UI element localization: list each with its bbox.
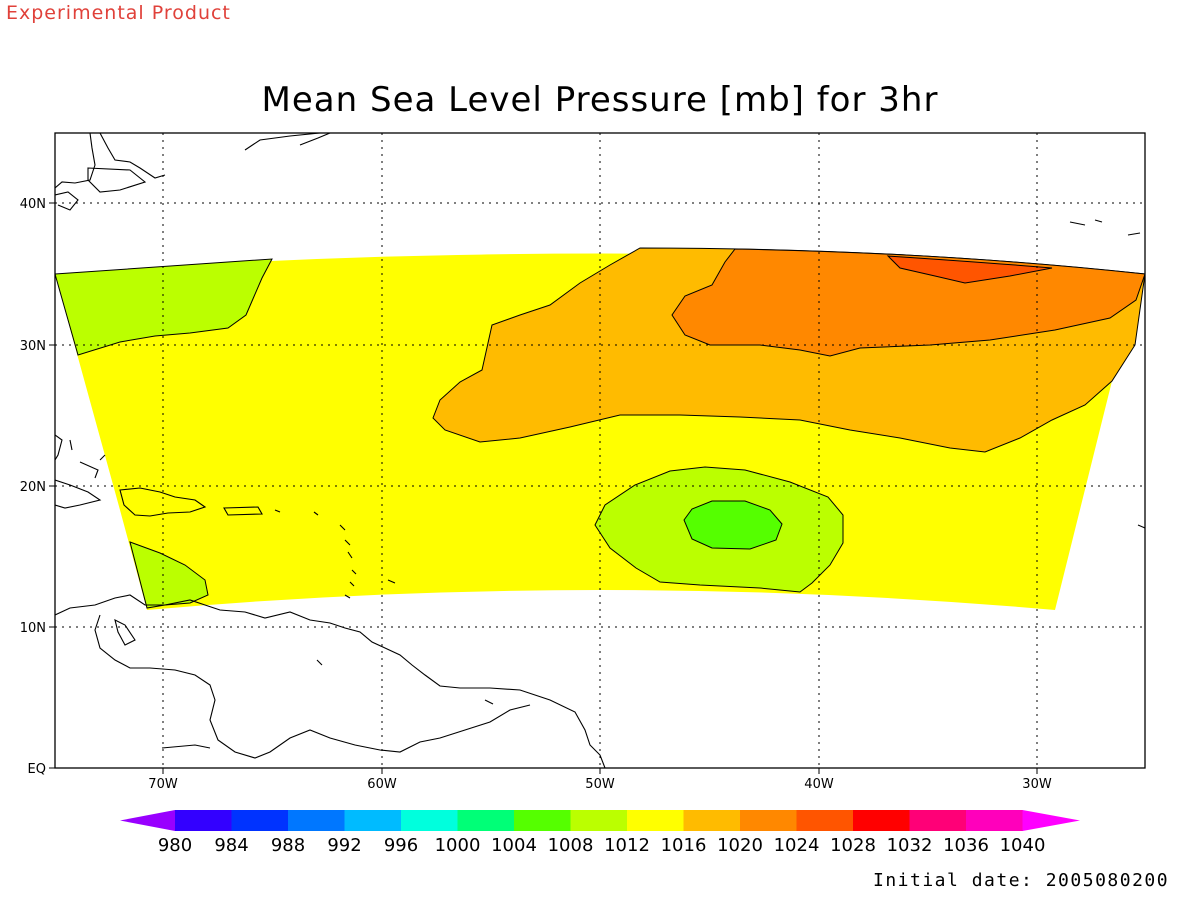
colorbar-box <box>231 810 289 831</box>
lon-label: 30W <box>1022 777 1052 792</box>
colorbar-box <box>457 810 515 831</box>
lat-label: 40N <box>20 197 46 212</box>
colorbar-label: 1008 <box>548 835 594 856</box>
colorbar-label: 1020 <box>717 835 763 856</box>
colorbar-label: 1024 <box>774 835 820 856</box>
colorbar-box <box>909 810 967 831</box>
field-1004-1008 <box>683 500 783 550</box>
colorbar-arrow-low <box>120 810 175 831</box>
colorbar-label: 1012 <box>604 835 650 856</box>
colorbar-box <box>514 810 571 831</box>
coastlines <box>55 133 1145 768</box>
colorbar-label: 1016 <box>661 835 707 856</box>
colorbar <box>120 810 1080 831</box>
pressure-field <box>55 247 1145 610</box>
colorbar-box <box>683 810 741 831</box>
colorbar-label: 1032 <box>887 835 933 856</box>
colorbar-box <box>966 810 1023 831</box>
colorbar-box <box>853 810 910 831</box>
colorbar-box <box>740 810 797 831</box>
lon-label: 70W <box>148 777 178 792</box>
latitude-labels: 40N 30N 20N 10N EQ <box>20 197 46 777</box>
lon-label: 50W <box>585 777 615 792</box>
axis-ticks <box>49 202 1038 774</box>
colorbar-label: 1004 <box>491 835 537 856</box>
lat-label: 20N <box>20 480 46 495</box>
colorbar-label: 992 <box>327 835 361 856</box>
colorbar-box <box>796 810 854 831</box>
lon-label: 60W <box>367 777 397 792</box>
colorbar-box <box>288 810 345 831</box>
field-1024-1028 <box>886 255 1053 284</box>
colorbar-label: 996 <box>384 835 418 856</box>
experimental-product-label: Experimental Product <box>6 2 231 24</box>
colorbar-labels: 980 984 988 992 996 1000 1004 1008 1012 1016 1020 1… <box>158 835 1046 856</box>
field-1008-1012-northwest <box>55 258 273 356</box>
colorbar-label: 1036 <box>943 835 989 856</box>
colorbar-box <box>627 810 684 831</box>
lon-label: 40W <box>804 777 834 792</box>
lat-label: EQ <box>28 762 46 777</box>
colorbar-box <box>344 810 402 831</box>
colorbar-label: 980 <box>158 835 192 856</box>
colorbar-label: 984 <box>214 835 248 856</box>
colorbar-arrow-high <box>1022 810 1080 831</box>
colorbar-label: 988 <box>271 835 305 856</box>
colorbar-box <box>570 810 628 831</box>
colorbar-box <box>175 810 232 831</box>
colorbar-label: 1000 <box>435 835 481 856</box>
field-1008-1012-southwest <box>129 541 209 609</box>
graticule <box>55 133 1145 768</box>
map-title: Mean Sea Level Pressure [mb] for 3hr <box>261 80 939 120</box>
initial-date: Initial date: 2005080200 <box>873 870 1170 891</box>
colorbar-label: 1040 <box>1000 835 1046 856</box>
colorbar-label: 1028 <box>830 835 876 856</box>
colorbar-box <box>401 810 458 831</box>
lat-label: 10N <box>20 621 46 636</box>
lat-label: 30N <box>20 339 46 354</box>
longitude-labels: 70W 60W 50W 40W 30W <box>148 777 1052 792</box>
